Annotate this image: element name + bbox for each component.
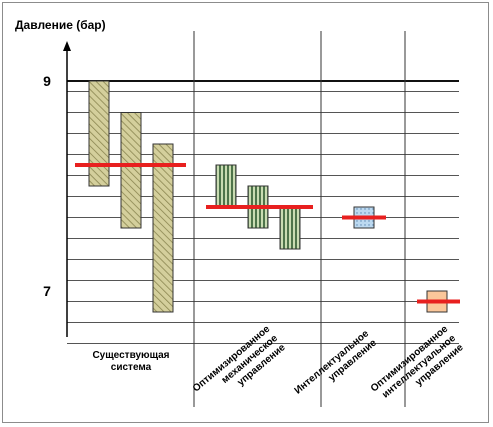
y-tick-label: 9 [43, 73, 51, 89]
y-axis [63, 41, 71, 337]
bars [88, 80, 448, 313]
pressure-range-bar [279, 206, 301, 250]
y-axis-arrow [63, 41, 71, 51]
chart-frame: Давление (бар) 9 7 Существующая система Оптим… [2, 2, 489, 423]
category-label: система [111, 362, 152, 373]
group-separators [193, 31, 406, 407]
pressure-range-bar [120, 112, 142, 229]
category-label: Существующая [92, 350, 169, 361]
category-label: Интеллектуальное [293, 328, 372, 397]
pressure-range-bar [215, 164, 237, 208]
y-axis-title: Давление (бар) [15, 18, 106, 32]
setpoint-lines [75, 163, 460, 304]
y-tick-label: 7 [43, 283, 51, 299]
pressure-range-bar [88, 80, 110, 187]
pressure-range-bar [152, 143, 174, 313]
